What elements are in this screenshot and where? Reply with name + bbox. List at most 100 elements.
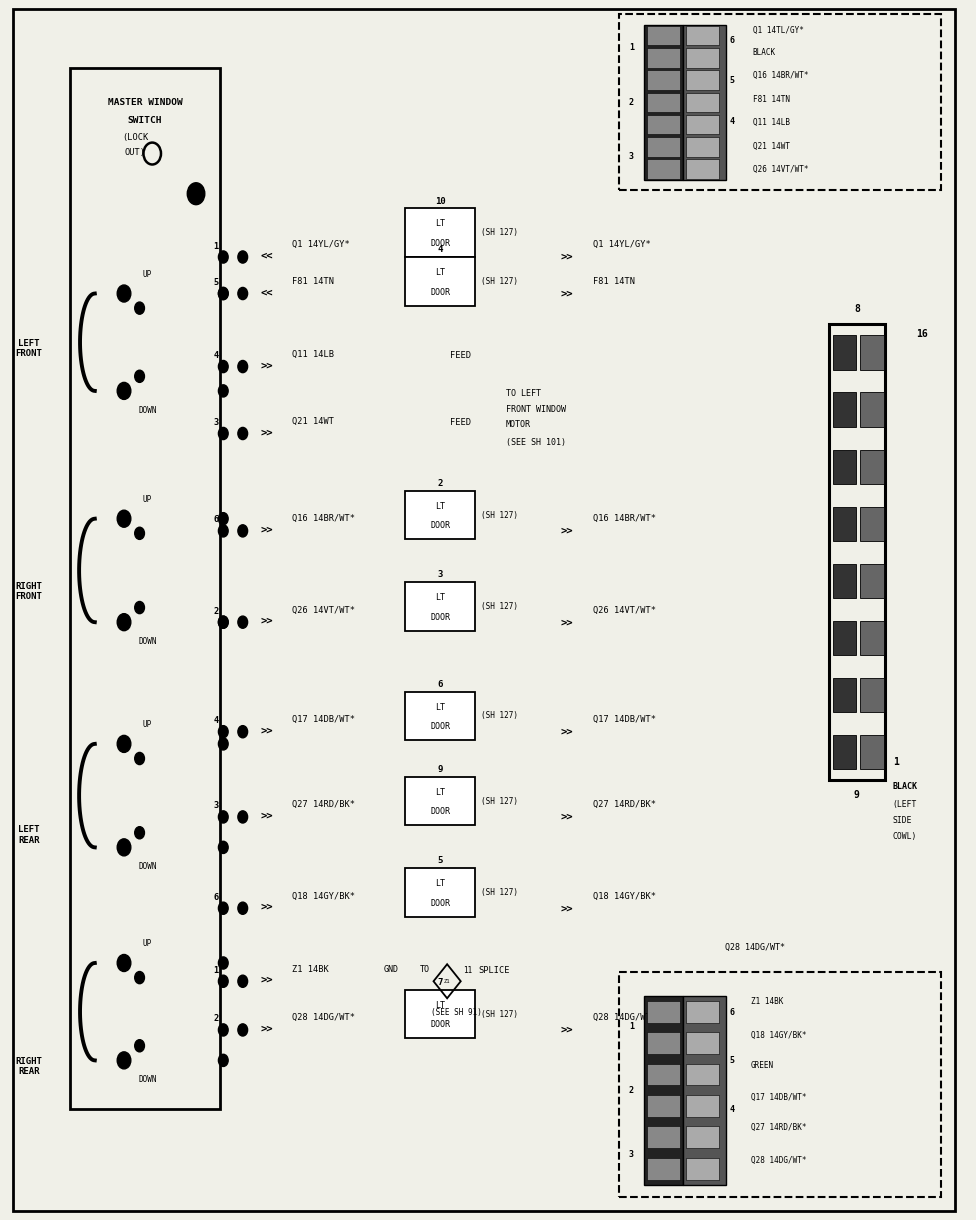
Circle shape (135, 303, 144, 315)
Circle shape (219, 902, 228, 914)
Text: <<: << (261, 251, 272, 261)
Text: 1: 1 (629, 1021, 634, 1031)
Bar (685, 160, 718, 179)
Circle shape (219, 251, 228, 264)
Circle shape (135, 971, 144, 983)
Bar (685, 115, 718, 134)
Text: UP: UP (142, 720, 152, 728)
Bar (405, 989, 475, 1038)
Bar (860, 621, 884, 655)
Text: >>: >> (261, 1024, 272, 1033)
Text: FRONT WINDOW: FRONT WINDOW (506, 405, 565, 414)
Text: COWL): COWL) (893, 832, 917, 841)
Circle shape (238, 726, 248, 738)
Bar (685, 1126, 718, 1148)
Bar (620, 971, 941, 1197)
Text: (LOCK: (LOCK (122, 133, 148, 143)
Bar (405, 869, 475, 916)
Circle shape (219, 427, 228, 439)
Text: UP: UP (142, 495, 152, 504)
Text: (SH 127): (SH 127) (481, 1010, 518, 1019)
Text: 4: 4 (729, 1104, 734, 1114)
Circle shape (219, 811, 228, 824)
Text: TO LEFT: TO LEFT (506, 389, 541, 398)
Bar (644, 996, 682, 1185)
Text: Q17 14DB/WT*: Q17 14DB/WT* (593, 715, 656, 723)
Text: 1: 1 (213, 966, 219, 975)
Bar (685, 1096, 718, 1116)
Circle shape (117, 285, 131, 303)
Text: MASTER WINDOW: MASTER WINDOW (107, 98, 183, 107)
Bar (833, 506, 856, 540)
Text: 6: 6 (729, 35, 734, 45)
Text: DOOR: DOOR (430, 612, 450, 621)
Text: Q26 14VT/WT*: Q26 14VT/WT* (752, 165, 808, 174)
Text: LT: LT (435, 1000, 445, 1010)
Text: DOOR: DOOR (430, 808, 450, 816)
Circle shape (187, 183, 205, 205)
Bar (833, 734, 856, 769)
Text: RIGHT
REAR: RIGHT REAR (16, 1057, 42, 1076)
Text: >>: >> (261, 360, 272, 371)
Circle shape (219, 384, 228, 396)
Text: (SH 127): (SH 127) (481, 711, 518, 720)
Text: UP: UP (142, 270, 152, 278)
Bar (860, 734, 884, 769)
Text: 1: 1 (893, 758, 899, 767)
Text: <<: << (261, 287, 272, 298)
Circle shape (219, 1024, 228, 1036)
Text: Q27 14RD/BK*: Q27 14RD/BK* (751, 1124, 806, 1132)
Text: DOOR: DOOR (430, 722, 450, 731)
Text: >>: >> (561, 1025, 574, 1035)
Text: 3: 3 (213, 418, 219, 427)
Text: (SH 127): (SH 127) (481, 277, 518, 285)
Text: LEFT
FRONT: LEFT FRONT (16, 339, 42, 357)
Text: >>: >> (561, 727, 574, 737)
Text: DOOR: DOOR (430, 288, 450, 296)
Bar (647, 26, 679, 45)
Text: LEFT
REAR: LEFT REAR (18, 826, 39, 845)
Text: OUT): OUT) (125, 148, 145, 157)
Circle shape (219, 525, 228, 537)
Text: MOTOR: MOTOR (506, 421, 531, 429)
Bar (685, 1158, 718, 1180)
Text: >>: >> (261, 525, 272, 534)
Text: (SH 127): (SH 127) (481, 797, 518, 805)
Text: LT: LT (435, 220, 445, 228)
Text: Q28 14DG/WT*: Q28 14DG/WT* (293, 1014, 355, 1022)
Text: Z1 14BK: Z1 14BK (751, 997, 783, 1006)
Text: Q21 14WT: Q21 14WT (293, 417, 335, 426)
Text: 1: 1 (629, 44, 634, 52)
Bar (829, 325, 885, 781)
Text: (SH 127): (SH 127) (481, 228, 518, 237)
Text: Q1 14YL/GY*: Q1 14YL/GY* (293, 240, 350, 249)
Circle shape (135, 1039, 144, 1052)
Text: (SEE SH 101): (SEE SH 101) (506, 438, 565, 447)
Text: >>: >> (261, 427, 272, 437)
Bar (647, 1096, 679, 1116)
Text: Z1: Z1 (444, 978, 450, 983)
Circle shape (117, 614, 131, 631)
Text: Q26 14VT/WT*: Q26 14VT/WT* (293, 605, 355, 615)
Circle shape (238, 288, 248, 300)
Circle shape (219, 975, 228, 987)
Circle shape (238, 525, 248, 537)
Text: Q28 14DG/WT*: Q28 14DG/WT* (751, 1155, 806, 1165)
Text: >>: >> (561, 617, 574, 627)
Circle shape (219, 956, 228, 969)
Text: 1: 1 (213, 242, 219, 250)
Circle shape (219, 842, 228, 854)
Text: >>: >> (261, 726, 272, 736)
Text: Q17 14DB/WT*: Q17 14DB/WT* (293, 715, 355, 723)
Circle shape (219, 360, 228, 372)
Text: 6: 6 (213, 515, 219, 525)
Bar (833, 449, 856, 483)
Bar (685, 1064, 718, 1086)
Text: GREEN: GREEN (751, 1061, 774, 1070)
Text: 16: 16 (916, 328, 928, 339)
Bar (833, 621, 856, 655)
Bar (833, 564, 856, 598)
Circle shape (238, 427, 248, 439)
Circle shape (219, 738, 228, 750)
Text: >>: >> (561, 813, 574, 822)
